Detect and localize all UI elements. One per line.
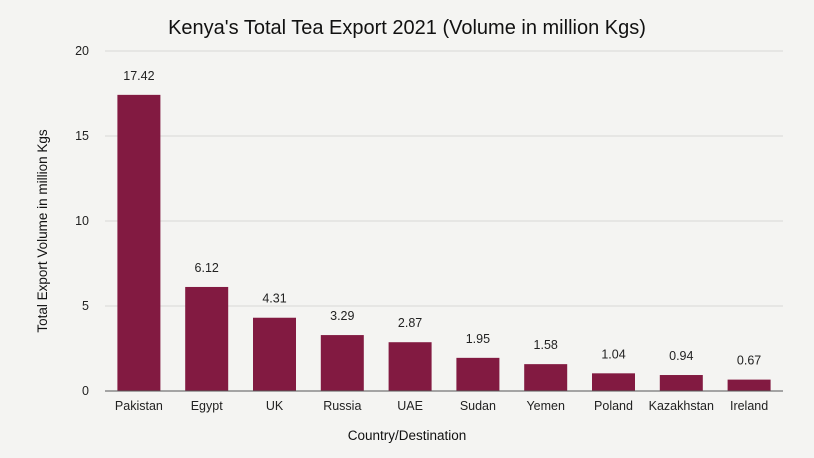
x-axis-ticks: Pakistan Egypt UK Russia UAE Sudan Yemen Poland… — [115, 399, 768, 413]
x-tick-label: Pakistan — [115, 399, 163, 413]
bar-egypt — [185, 286, 229, 391]
x-axis-title: Country/Destination — [348, 428, 467, 443]
x-tick-label: Russia — [323, 399, 361, 413]
data-label: 1.04 — [601, 347, 625, 361]
data-label: 17.42 — [123, 69, 154, 83]
data-labels: 17.42 6.12 4.31 3.29 2.87 1.95 1.58 1.04 0.94 0.6… — [123, 69, 761, 368]
x-tick-label: UAE — [397, 399, 423, 413]
data-label: 4.31 — [262, 292, 286, 306]
y-tick-label: 0 — [82, 384, 89, 398]
data-label: 2.87 — [398, 316, 422, 330]
x-tick-label: Ireland — [730, 399, 768, 413]
data-label: 0.94 — [669, 349, 693, 363]
data-label: 1.95 — [466, 332, 490, 346]
x-tick-label: Kazakhstan — [649, 399, 714, 413]
bars — [117, 94, 771, 392]
x-tick-label: Poland — [594, 399, 633, 413]
data-label: 3.29 — [330, 309, 354, 323]
y-tick-label: 15 — [75, 129, 89, 143]
bar-kazakhstan — [659, 375, 703, 391]
bar-sudan — [456, 357, 500, 391]
data-label: 6.12 — [195, 261, 219, 275]
bar-yemen — [524, 364, 568, 391]
bar-pakistan — [117, 94, 161, 392]
bar-ireland — [727, 379, 771, 391]
bar-uk — [253, 317, 296, 391]
gridlines — [105, 50, 783, 307]
y-tick-label: 5 — [82, 299, 89, 313]
bar-poland — [592, 373, 635, 391]
y-axis-title: Total Export Volume in million Kgs — [35, 129, 50, 333]
x-tick-label: Egypt — [191, 399, 223, 413]
chart-title: Kenya's Total Tea Export 2021 (Volume in… — [168, 17, 646, 39]
data-label: 0.67 — [737, 354, 761, 368]
y-axis-ticks: 0 5 10 15 20 — [75, 44, 89, 398]
y-tick-label: 10 — [75, 214, 89, 228]
x-tick-label: UK — [266, 399, 284, 413]
bar-uae — [388, 342, 432, 391]
y-tick-label: 20 — [75, 44, 89, 58]
bar-russia — [320, 335, 364, 391]
x-tick-label: Sudan — [460, 399, 496, 413]
data-label: 1.58 — [534, 338, 558, 352]
x-tick-label: Yemen — [526, 399, 565, 413]
